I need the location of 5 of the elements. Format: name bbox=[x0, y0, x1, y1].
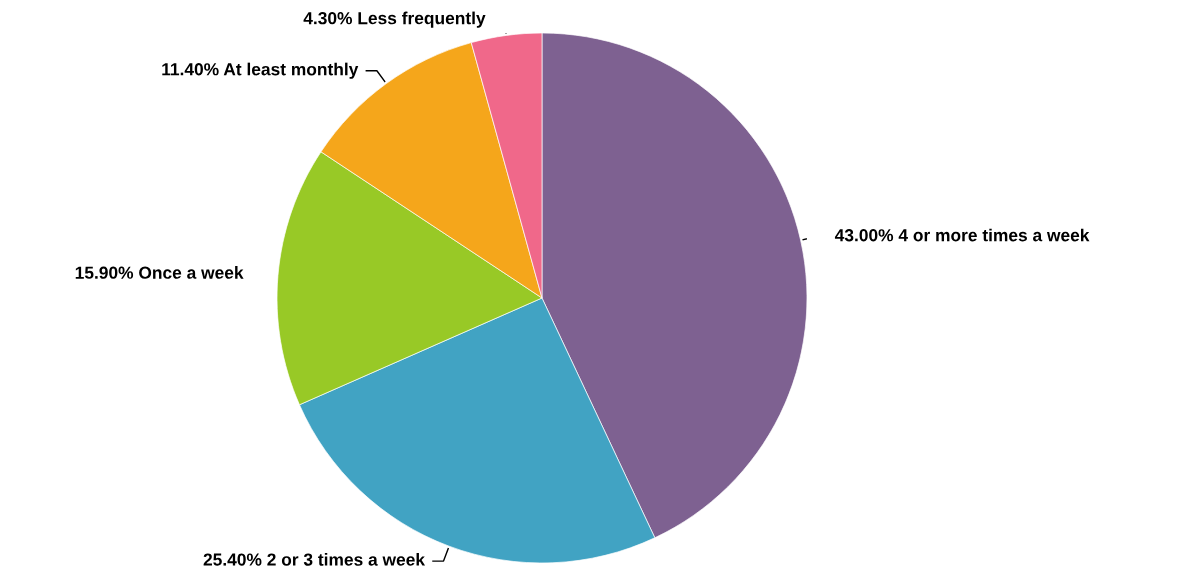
slice-label: 4.30% Less frequently bbox=[303, 11, 486, 28]
slice-label: 15.90% Once a week bbox=[75, 266, 244, 279]
slice-label: 11.40% At least monthly bbox=[162, 62, 359, 79]
slice-label: 25.40% 2 or 3 times a week bbox=[203, 552, 426, 566]
slice-label: 43.00% 4 or more times a week bbox=[834, 228, 1090, 242]
